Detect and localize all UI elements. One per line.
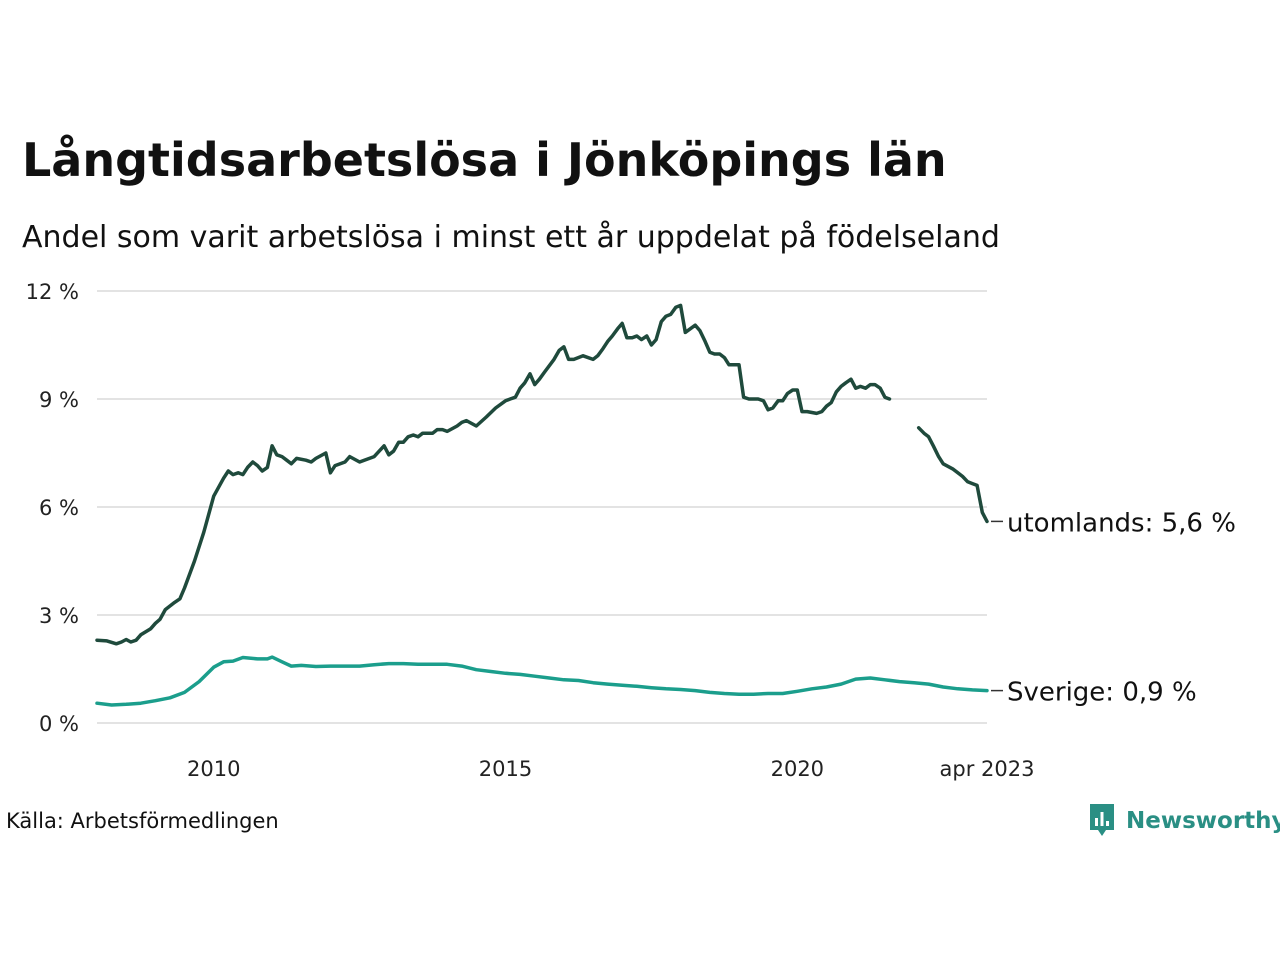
x-tick-label: 2015 [479,757,532,781]
series-end-label: Sverige: 0,9 % [1007,678,1197,708]
y-tick-label: 6 % [39,496,79,520]
brand-name: Newsworthy [1126,808,1280,834]
y-tick-label: 9 % [39,388,79,412]
x-axis-ticks: 2010 2015 2020 apr 2023 [187,757,1034,781]
brand-logo[interactable]: Newsworthy [1088,802,1280,840]
chart-subtitle: Andel som varit arbetslösa i minst ett å… [22,220,1000,255]
x-tick-label: 2010 [187,757,240,781]
bar-chart-speech-bubble-icon [1090,804,1114,836]
gridlines [97,290,987,724]
chart-title: Långtidsarbetslösa i Jönköpings län [22,133,947,187]
y-axis-ticks: 0 % 3 % 6 % 9 % 12 % [26,280,79,736]
end-labels: utomlands: 5,6 % Sverige: 0,9 % [991,508,1236,708]
series-line-utomlands [916,426,989,524]
y-tick-label: 12 % [26,280,79,304]
series-line-sverige [95,655,989,707]
series-end-label: utomlands: 5,6 % [1007,508,1236,538]
series-line-utomlands [95,303,892,646]
source-note: Källa: Arbetsförmedlingen [6,809,279,833]
series-lines [95,303,989,707]
y-tick-label: 3 % [39,604,79,628]
y-tick-label: 0 % [39,712,79,736]
x-tick-label: apr 2023 [940,757,1035,781]
x-tick-label: 2020 [771,757,824,781]
